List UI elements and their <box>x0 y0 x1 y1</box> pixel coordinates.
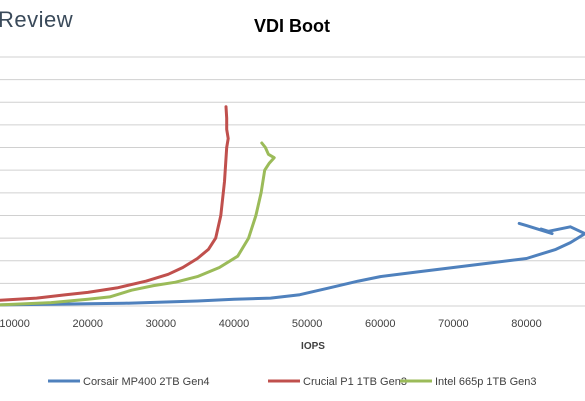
series-line-3 <box>0 141 276 307</box>
x-tick-label: 10000 <box>0 318 30 330</box>
legend: Corsair MP400 2TB Gen4 Crucial P1 1TB Gen… <box>48 376 537 388</box>
x-axis-ticks: 10000 20000 30000 40000 50000 60000 70000 80000 <box>0 318 542 330</box>
x-tick-label: 60000 <box>365 318 396 330</box>
chart-title: VDI Boot <box>254 16 330 36</box>
gridlines <box>0 56 585 307</box>
x-tick-label: 50000 <box>292 318 323 330</box>
legend-label: Intel 665p 1TB Gen3 <box>435 376 537 388</box>
x-tick-label: 80000 <box>511 318 542 330</box>
x-tick-label: 70000 <box>438 318 469 330</box>
x-tick-label: 40000 <box>219 318 250 330</box>
legend-label: Corsair MP400 2TB Gen4 <box>83 376 210 388</box>
brand-logo-text: Review <box>0 7 73 32</box>
series-lines <box>0 105 585 307</box>
x-tick-label: 20000 <box>72 318 103 330</box>
series-line-2 <box>0 105 230 302</box>
legend-label: Crucial P1 1TB Gen3 <box>303 376 407 388</box>
series-line-1 <box>0 221 585 307</box>
x-tick-label: 30000 <box>146 318 177 330</box>
x-axis-label: IOPS <box>301 341 325 352</box>
